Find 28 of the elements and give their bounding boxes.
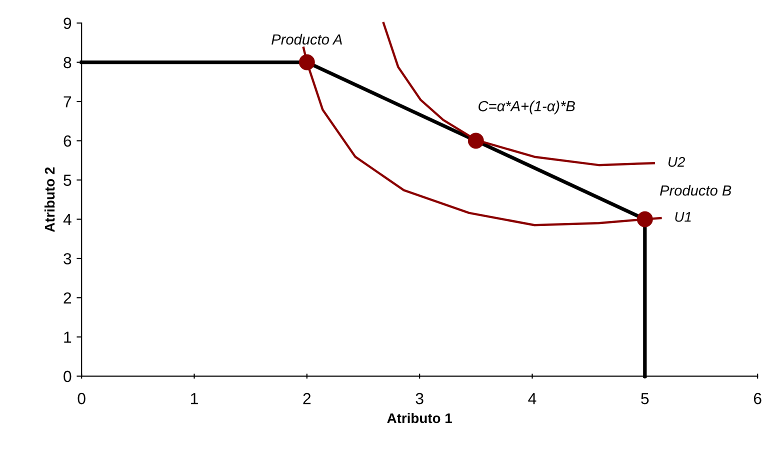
y-tick-label: 3 bbox=[64, 253, 72, 264]
x-tick-label: 3 bbox=[416, 392, 424, 404]
y-tick-label: 1 bbox=[64, 332, 72, 343]
x-tick-label: 2 bbox=[303, 392, 311, 404]
y-tick-label: 2 bbox=[64, 292, 72, 304]
point bbox=[636, 211, 653, 228]
y-tick-label: 8 bbox=[64, 56, 72, 68]
annotation: Producto B bbox=[660, 184, 732, 196]
x-tick-label: 4 bbox=[528, 393, 536, 404]
y-tick-label: 9 bbox=[64, 18, 72, 29]
x-tick-label: 0 bbox=[78, 392, 86, 404]
y-tick-label: 5 bbox=[64, 174, 72, 186]
point bbox=[298, 54, 315, 70]
annotation: Producto A bbox=[272, 34, 342, 45]
series-label: U1 bbox=[675, 212, 691, 222]
x-tick-label: 6 bbox=[754, 392, 762, 404]
x-tick-label: 5 bbox=[641, 393, 649, 404]
y-tick-label: 0 bbox=[64, 370, 72, 382]
y-tick-label: 6 bbox=[64, 135, 72, 147]
y-axis-title: Atributo 2 bbox=[44, 167, 55, 232]
point bbox=[468, 132, 484, 149]
y-tick-label: 4 bbox=[63, 214, 72, 226]
series-label: U2 bbox=[668, 157, 685, 167]
y-tick-label: 7 bbox=[64, 96, 72, 108]
x-tick-label: 1 bbox=[191, 393, 198, 404]
line-series bbox=[382, 22, 656, 166]
annotation: C=α*A+(1-α)*B bbox=[478, 100, 575, 114]
x-axis-title: Atributo 1 bbox=[387, 412, 452, 424]
